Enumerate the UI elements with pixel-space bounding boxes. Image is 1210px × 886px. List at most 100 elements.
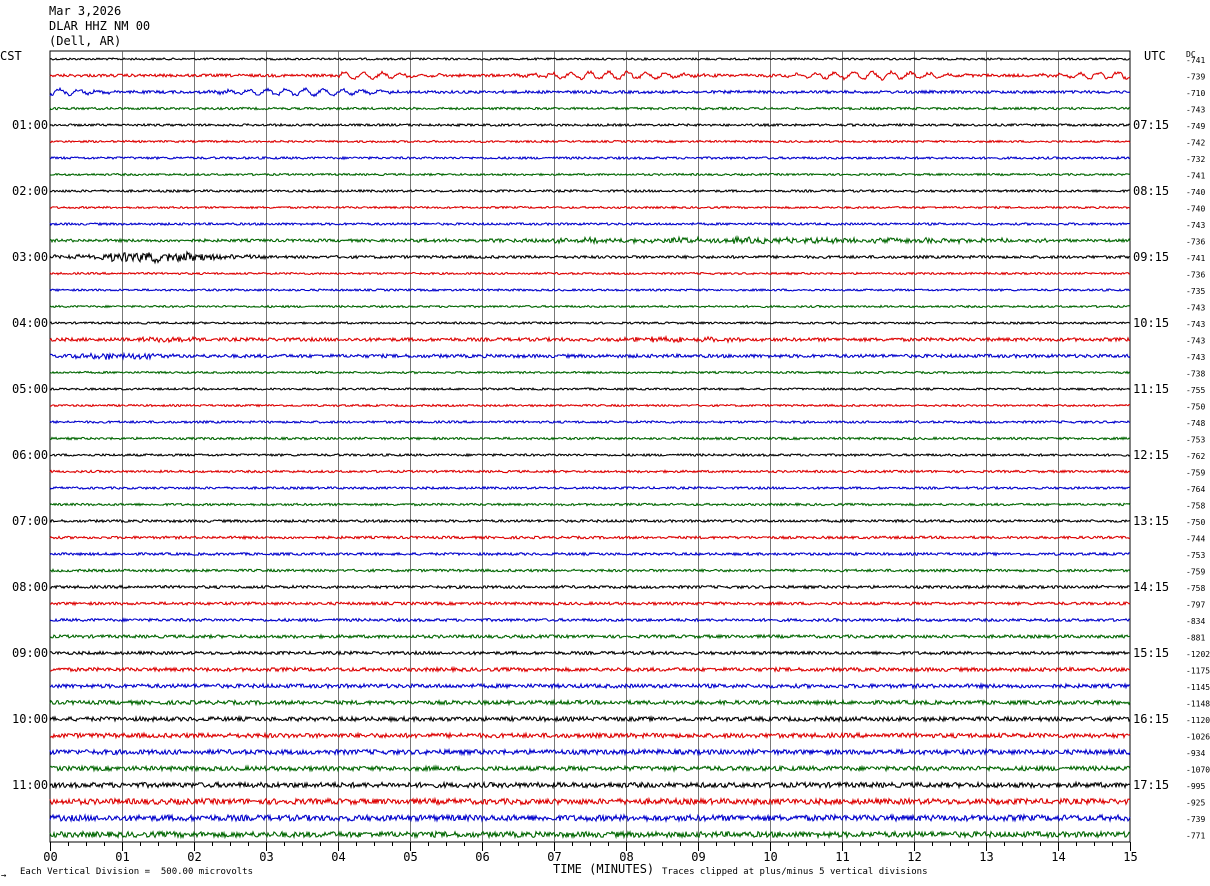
dc-offset-label: -1026 [1186, 733, 1210, 742]
seismic-trace [49, 86, 1131, 98]
cst-time-label: 10:00 [12, 712, 48, 726]
seismic-trace [49, 56, 1131, 62]
dc-offset-label: -743 [1186, 353, 1205, 362]
seismic-trace [49, 469, 1131, 474]
cst-time-label: 06:00 [12, 448, 48, 462]
seismic-trace [49, 681, 1131, 690]
seismic-trace [49, 386, 1131, 392]
dc-offset-label: -753 [1186, 436, 1205, 445]
cst-time-label: 08:00 [12, 580, 48, 594]
seismic-trace [49, 235, 1131, 246]
cst-time-label: 04:00 [12, 316, 48, 330]
trace-layer [49, 56, 1131, 840]
dc-offset-label: -741 [1186, 254, 1205, 263]
dc-offset-label: -771 [1186, 832, 1205, 841]
seismic-trace [49, 829, 1131, 840]
seismic-trace [49, 747, 1131, 757]
seismic-trace [49, 485, 1131, 491]
seismic-trace [49, 534, 1131, 541]
x-tick-label: 06 [475, 850, 489, 864]
dc-offset-label: -741 [1186, 172, 1205, 181]
dc-offset-label: -881 [1186, 634, 1205, 643]
dc-offset-label: -740 [1186, 205, 1205, 214]
seismic-trace [49, 139, 1131, 144]
seismic-trace [49, 764, 1131, 773]
utc-time-label: 17:15 [1133, 778, 1169, 792]
seismic-trace [49, 172, 1131, 177]
dc-offset-label: -738 [1186, 370, 1205, 379]
seismic-trace [49, 106, 1131, 111]
dc-label: DC [1186, 50, 1196, 59]
dc-offset-label: -744 [1186, 535, 1205, 544]
seismic-trace [49, 567, 1131, 574]
seismic-trace [49, 287, 1130, 293]
x-tick-label: 03 [259, 850, 273, 864]
seismic-trace [49, 731, 1131, 740]
seismic-trace [49, 617, 1131, 623]
dc-offset-label: -995 [1186, 782, 1205, 791]
cst-time-label: 01:00 [12, 118, 48, 132]
seismic-trace [49, 780, 1131, 790]
dc-offset-label: -710 [1186, 89, 1205, 98]
dc-offset-label: -1120 [1186, 716, 1210, 725]
cst-time-label: 03:00 [12, 250, 48, 264]
x-tick-label: 11 [835, 850, 849, 864]
dc-offset-label: -758 [1186, 502, 1205, 511]
x-tick-label: 13 [979, 850, 993, 864]
seismic-trace [49, 452, 1131, 458]
dc-offset-label: -743 [1186, 106, 1205, 115]
dc-offset-label: -762 [1186, 452, 1205, 461]
seismic-trace [49, 551, 1131, 557]
footer-division-note: Each Vertical Division = 500.00 microvol… [20, 867, 253, 877]
x-tick-label: 08 [619, 850, 633, 864]
x-axis-title: TIME (MINUTES) [553, 862, 655, 876]
dc-offset-label: -834 [1186, 617, 1205, 626]
seismic-trace [49, 69, 1131, 82]
seismic-trace [49, 271, 1131, 276]
cst-time-label: 09:00 [12, 646, 48, 660]
dc-offset-label: -735 [1186, 287, 1205, 296]
dc-offset-label: -743 [1186, 337, 1205, 346]
cst-time-label: 05:00 [12, 382, 48, 396]
dc-offset-label: -759 [1186, 469, 1205, 478]
seismic-trace [49, 714, 1131, 724]
utc-time-label: 10:15 [1133, 316, 1169, 330]
seismic-trace [49, 351, 1131, 361]
right-axis-label: UTC [1144, 49, 1166, 63]
seismic-trace [49, 584, 1131, 590]
utc-time-label: 11:15 [1133, 382, 1169, 396]
x-tick-label: 14 [1051, 850, 1065, 864]
grid-layer [49, 50, 1131, 851]
dc-offset-label: -739 [1186, 815, 1205, 824]
dc-offset-label: -743 [1186, 304, 1205, 313]
dc-offset-label: -1148 [1186, 700, 1210, 709]
dc-offset-label: -934 [1186, 749, 1205, 758]
seismic-trace [49, 649, 1131, 657]
utc-time-label: 16:15 [1133, 712, 1169, 726]
x-tick-label: 01 [115, 850, 129, 864]
seismic-trace [49, 665, 1131, 674]
dc-offset-label: -739 [1186, 73, 1205, 82]
utc-time-label: 08:15 [1133, 184, 1169, 198]
dc-offset-label: -736 [1186, 238, 1205, 247]
header-date: Mar 3,2026 [49, 4, 122, 18]
seismic-trace [49, 518, 1131, 524]
seismic-trace [49, 502, 1131, 507]
x-tick-label: 10 [763, 850, 777, 864]
cst-time-label: 02:00 [12, 184, 48, 198]
dc-offset-label: -1145 [1186, 683, 1210, 692]
seismic-trace [49, 221, 1131, 227]
seismic-trace [49, 304, 1131, 309]
dc-offset-label: -736 [1186, 271, 1205, 280]
seismic-trace [49, 122, 1131, 128]
dc-offset-label: -753 [1186, 551, 1205, 560]
x-tick-label: 07 [547, 850, 561, 864]
dc-offset-label: -740 [1186, 188, 1205, 197]
dc-offset-label: -748 [1186, 419, 1205, 428]
dc-offset-label: -749 [1186, 122, 1205, 131]
seismic-trace [49, 155, 1131, 161]
x-tick-label: 04 [331, 850, 345, 864]
x-tick-label: 12 [907, 850, 921, 864]
utc-time-label: 14:15 [1133, 580, 1169, 594]
